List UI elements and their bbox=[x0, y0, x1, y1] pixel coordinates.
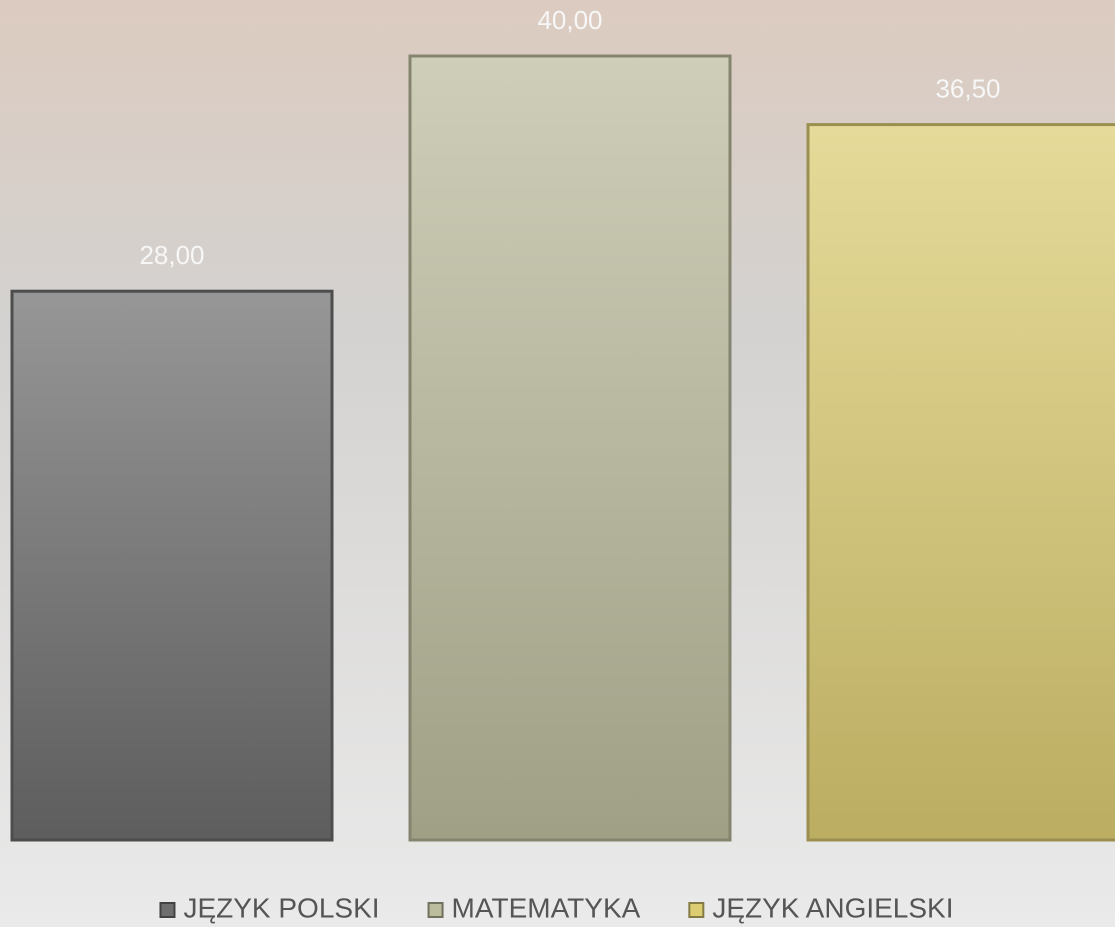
value-label: 28,00 bbox=[139, 240, 204, 270]
legend-marker bbox=[427, 902, 444, 918]
legend-label: MATEMATYKA bbox=[452, 892, 641, 923]
legend-label: JĘZYK ANGIELSKI bbox=[712, 892, 953, 923]
legend-marker bbox=[159, 902, 176, 918]
bar bbox=[10, 289, 334, 842]
legend-marker bbox=[688, 902, 705, 918]
bar bbox=[408, 54, 732, 842]
value-label: 40,00 bbox=[537, 5, 602, 35]
legend-label: JĘZYK POLSKI bbox=[183, 892, 379, 923]
bar bbox=[806, 123, 1115, 842]
value-label: 36,50 bbox=[935, 73, 1000, 103]
